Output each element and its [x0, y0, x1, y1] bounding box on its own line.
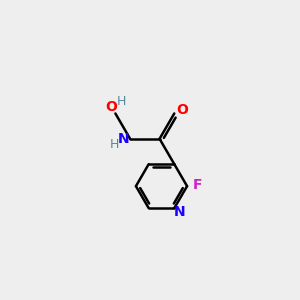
Text: H: H	[117, 94, 126, 108]
Text: O: O	[176, 103, 188, 117]
Text: N: N	[118, 132, 130, 146]
Text: N: N	[174, 205, 185, 219]
Text: O: O	[106, 100, 118, 114]
Text: F: F	[193, 178, 203, 192]
Text: H: H	[110, 139, 119, 152]
